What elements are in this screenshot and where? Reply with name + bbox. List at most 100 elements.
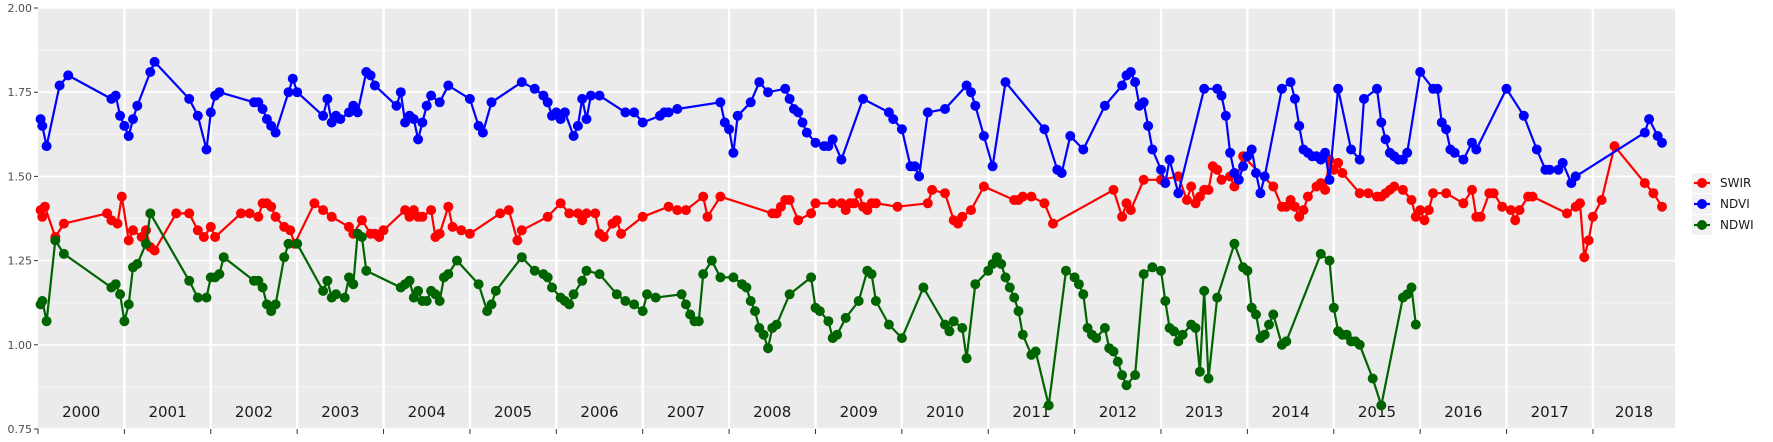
data-point [1013, 306, 1024, 317]
data-point [322, 275, 333, 286]
x-axis: 2000 2001 2002 2003 2004 2005 2006 2007 2008 2009… [37, 403, 1653, 434]
data-point [421, 296, 432, 306]
data-point [1320, 184, 1331, 195]
data-point [853, 296, 864, 306]
data-point [1406, 282, 1417, 293]
data-point [1160, 178, 1171, 189]
data-point [244, 208, 255, 219]
data-point [763, 343, 773, 354]
data-point [1354, 154, 1365, 165]
data-point [39, 201, 50, 212]
data-point [1186, 181, 1197, 192]
data-point [732, 110, 743, 121]
data-point [940, 188, 950, 199]
data-point [257, 282, 268, 293]
data-point [1225, 147, 1236, 158]
data-point [119, 316, 130, 327]
data-point [1138, 174, 1149, 185]
data-point [356, 215, 367, 226]
data-point [1043, 400, 1054, 411]
data-point [1289, 201, 1300, 212]
data-point [1039, 198, 1050, 209]
data-point [1324, 255, 1335, 266]
data-point [698, 269, 709, 280]
data-point [715, 97, 726, 108]
data-point [1147, 144, 1158, 155]
data-point [966, 205, 976, 216]
data-point [1099, 100, 1110, 111]
legend: SWIR NDVI NDWI [1692, 173, 1754, 235]
data-point [594, 269, 605, 280]
data-point [1026, 191, 1037, 202]
data-point [391, 100, 402, 111]
data-point [542, 97, 553, 108]
data-point [581, 114, 592, 125]
data-point [1639, 127, 1650, 138]
data-point [516, 252, 527, 263]
data-point [1194, 366, 1205, 377]
data-point [914, 171, 925, 182]
data-point [970, 100, 981, 111]
data-point [58, 248, 69, 259]
year-label: 2014 [1271, 403, 1309, 421]
data-point [1579, 252, 1590, 263]
data-point [957, 323, 968, 333]
data-point [784, 289, 795, 300]
data-point [1264, 319, 1274, 330]
data-point [1488, 188, 1499, 199]
data-point [464, 228, 475, 239]
data-point [356, 232, 367, 242]
year-label: 2004 [408, 403, 446, 421]
data-point [123, 235, 134, 246]
year-label: 2013 [1185, 403, 1223, 421]
legend-marker [1697, 220, 1707, 230]
data-point [940, 104, 950, 114]
data-point [1268, 309, 1279, 320]
year-label: 2003 [321, 403, 359, 421]
data-point [369, 80, 380, 91]
data-point [616, 228, 627, 239]
data-point [840, 312, 851, 323]
data-point [1376, 117, 1387, 128]
legend-label-ndvi: NDVI [1720, 197, 1750, 211]
data-point [585, 90, 596, 101]
data-point [1596, 195, 1607, 205]
data-point [1501, 83, 1512, 94]
data-point [1143, 120, 1154, 131]
y-tick-label: 1.75 [8, 86, 33, 99]
data-point [555, 198, 566, 209]
data-point [214, 87, 225, 98]
data-point [637, 306, 648, 317]
data-point [1009, 292, 1020, 303]
data-point [335, 114, 346, 125]
data-point [577, 275, 588, 286]
data-point [309, 198, 320, 209]
legend-label-swir: SWIR [1720, 176, 1751, 190]
data-point [564, 299, 575, 310]
data-point [706, 255, 717, 266]
data-point [577, 93, 588, 104]
data-point [1333, 83, 1344, 94]
year-label: 2018 [1615, 403, 1653, 421]
data-point [1410, 319, 1421, 330]
data-point [1130, 370, 1141, 381]
data-point [849, 198, 860, 209]
data-point [823, 316, 834, 327]
data-point [663, 107, 674, 118]
data-point [1497, 201, 1508, 212]
data-point [1220, 110, 1231, 121]
data-point [724, 124, 735, 135]
data-point [1164, 154, 1175, 165]
data-point [793, 215, 804, 226]
legend-label-ndwi: NDWI [1720, 218, 1754, 232]
year-label: 2016 [1444, 403, 1482, 421]
year-label: 2007 [667, 403, 705, 421]
series-line-ndwi [39, 212, 1417, 407]
data-point [110, 279, 121, 290]
year-label: 2017 [1531, 403, 1569, 421]
data-point [486, 299, 497, 310]
data-point [1099, 323, 1110, 333]
data-point [763, 87, 773, 98]
data-point [192, 225, 203, 236]
data-point [1527, 191, 1538, 202]
